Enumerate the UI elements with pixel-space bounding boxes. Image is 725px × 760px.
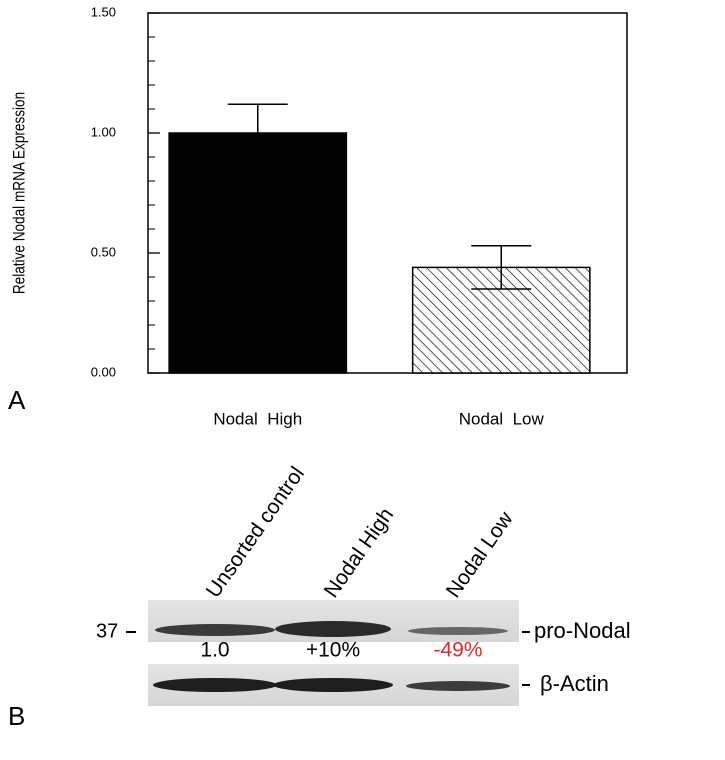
- y-tick-label: 0.50: [91, 244, 116, 259]
- panel-label: B: [8, 701, 25, 731]
- y-tick-label: 0.00: [91, 364, 116, 379]
- lane-label: Nodal Low: [442, 507, 518, 602]
- bar: [169, 133, 346, 373]
- y-axis-label: Relative Nodal mRNA Expression: [10, 92, 29, 294]
- y-tick-label: 1.50: [91, 4, 116, 19]
- lane-label: Nodal High: [320, 504, 398, 602]
- blot-band: [153, 678, 277, 692]
- figure: A Relative Nodal mRNA Expression B 37 pr…: [0, 0, 725, 760]
- quantification: 1.0: [200, 639, 229, 662]
- band-label: pro-Nodal: [534, 618, 631, 643]
- blot-band: [275, 621, 391, 637]
- lane-label: Unsorted control: [202, 463, 309, 602]
- panel-label: A: [8, 385, 26, 415]
- band-label: β-Actin: [540, 671, 609, 696]
- y-tick-label: 1.00: [91, 124, 116, 139]
- blot-band: [406, 681, 510, 691]
- marker-label: 37: [96, 620, 118, 642]
- blot-band: [408, 627, 508, 635]
- blot-band: [155, 624, 275, 636]
- x-tick-label: Nodal Low: [459, 409, 545, 428]
- quantification: +10%: [306, 639, 360, 662]
- quantification: -49%: [433, 639, 482, 662]
- blot-band: [273, 678, 393, 692]
- x-tick-label: Nodal High: [213, 409, 302, 428]
